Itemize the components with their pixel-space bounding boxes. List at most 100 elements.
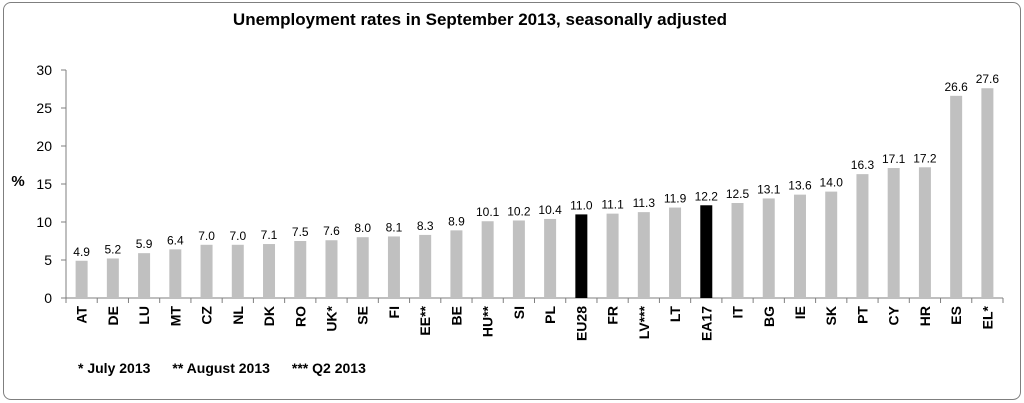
bar-it	[731, 203, 744, 298]
bar-si	[512, 220, 525, 298]
footnotes: * July 2013 ** August 2013 *** Q2 2013	[78, 360, 366, 376]
y-tick-label: 0	[44, 290, 52, 306]
bar-eu28	[575, 214, 588, 298]
chart-frame	[3, 2, 1021, 400]
category-label: FR	[605, 306, 621, 325]
value-label: 17.2	[913, 151, 937, 165]
value-label: 7.0	[198, 229, 215, 243]
bar-ie	[793, 194, 806, 298]
value-label: 7.1	[261, 228, 278, 242]
value-label: 5.9	[136, 237, 153, 251]
category-label: LV***	[636, 305, 652, 339]
category-label: PL	[542, 306, 558, 324]
value-label: 10.2	[507, 204, 531, 218]
category-label: CY	[886, 305, 902, 325]
value-label: 7.6	[323, 224, 340, 238]
bar-ro	[294, 241, 307, 298]
category-label: AT	[74, 306, 90, 324]
bar-de	[106, 258, 119, 298]
bar-at	[75, 260, 88, 298]
value-label: 11.3	[633, 196, 656, 210]
value-label: 8.1	[386, 220, 403, 234]
value-label: 27.6	[976, 72, 1000, 86]
footnote-1: * July 2013	[78, 360, 151, 376]
value-label: 6.4	[167, 233, 184, 247]
category-label: MT	[167, 306, 183, 327]
bar-cy	[887, 168, 900, 298]
category-label: EL*	[979, 305, 995, 329]
bar-lu	[138, 253, 151, 298]
category-label: FI	[386, 306, 402, 318]
y-tick-label: 10	[36, 214, 52, 230]
category-label: SK	[823, 306, 839, 325]
bar-fr	[606, 213, 619, 298]
value-label: 13.1	[757, 182, 781, 196]
bar-bg	[762, 198, 775, 298]
category-label: PT	[854, 306, 870, 324]
category-label: DE	[105, 306, 121, 325]
bar-pl	[544, 218, 557, 298]
category-label: LU	[136, 306, 152, 325]
category-label: HR	[917, 306, 933, 326]
category-label: BE	[448, 306, 464, 325]
category-label: LT	[667, 306, 683, 323]
bar-hu	[481, 221, 494, 298]
value-label: 16.3	[851, 158, 875, 172]
category-label: IE	[792, 306, 808, 319]
category-label: SE	[355, 306, 371, 325]
category-label: SI	[511, 306, 527, 319]
category-label: CZ	[199, 306, 215, 325]
category-label: BG	[761, 306, 777, 327]
bar-hr	[918, 167, 931, 298]
category-label: EU28	[573, 306, 589, 341]
y-tick-label: 20	[36, 138, 52, 154]
bar-nl	[231, 244, 244, 298]
category-label: HU**	[480, 305, 496, 337]
y-tick-label: 25	[36, 100, 52, 116]
value-label: 26.6	[944, 80, 968, 94]
value-label: 8.9	[448, 214, 465, 228]
value-label: 7.0	[229, 229, 246, 243]
value-label: 7.5	[292, 225, 309, 239]
y-tick-label: 5	[44, 252, 52, 268]
value-label: 11.9	[664, 192, 687, 206]
value-label: 11.0	[570, 198, 593, 212]
bar-el	[981, 88, 994, 299]
value-label: 4.9	[73, 245, 90, 259]
value-label: 10.1	[476, 205, 500, 219]
category-label: UK*	[323, 305, 339, 331]
bar-es	[950, 95, 963, 298]
y-tick-label: 15	[36, 176, 52, 192]
bar-lt	[669, 207, 682, 298]
value-label: 8.0	[354, 221, 371, 235]
value-label: 5.2	[105, 242, 122, 256]
category-label: IT	[730, 306, 746, 319]
bar-ee	[419, 234, 432, 298]
category-label: DK	[261, 306, 277, 326]
value-label: 8.3	[417, 219, 434, 233]
chart-title: Unemployment rates in September 2013, se…	[232, 10, 728, 29]
value-label: 11.1	[601, 198, 624, 212]
bar-uk	[325, 240, 338, 298]
category-label: RO	[292, 306, 308, 327]
bar-fi	[387, 236, 400, 298]
bar-be	[450, 230, 463, 298]
y-axis-label: %	[11, 173, 24, 190]
value-label: 10.4	[538, 203, 562, 217]
bar-dk	[263, 244, 276, 298]
footnote-3: *** Q2 2013	[291, 360, 366, 376]
category-label: ES	[948, 306, 964, 325]
value-label: 13.6	[788, 179, 812, 193]
bar-pt	[856, 174, 869, 298]
value-label: 12.2	[695, 189, 719, 203]
y-tick-label: 30	[36, 62, 52, 78]
footnote-2: ** August 2013	[172, 360, 270, 376]
bar-ea17	[700, 205, 713, 298]
category-label: EA17	[698, 306, 714, 341]
bar-mt	[169, 249, 182, 298]
value-label: 12.5	[726, 187, 750, 201]
bar-lv	[637, 212, 650, 298]
category-label: NL	[230, 306, 246, 325]
bar-se	[356, 237, 369, 298]
